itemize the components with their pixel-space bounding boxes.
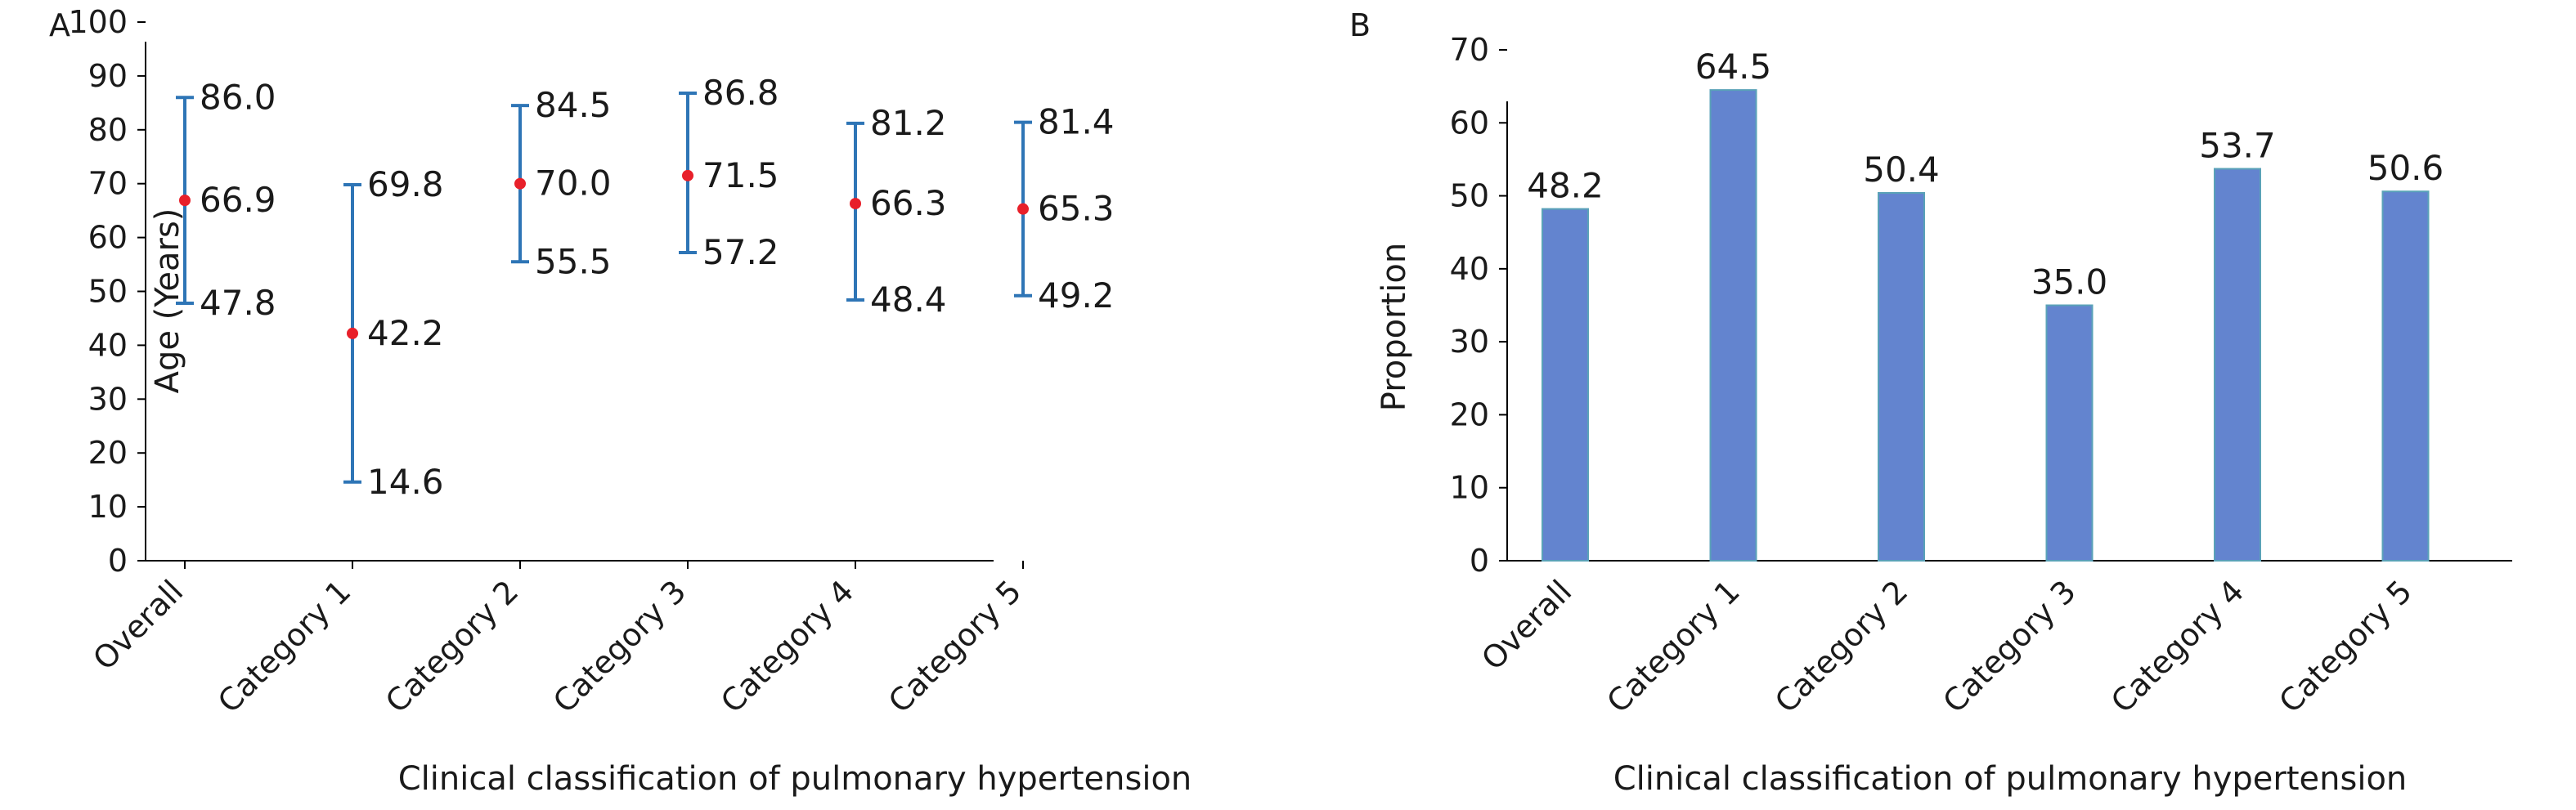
mean-point xyxy=(1017,203,1029,215)
panel-a-y-tick-label: 60 xyxy=(88,220,128,256)
upper-value-label: 84.5 xyxy=(535,85,612,125)
panel-a-category-label: Category 1 xyxy=(211,573,357,719)
mean-point xyxy=(347,327,358,339)
panel-b-y-axis-title: Proportion xyxy=(1376,243,1413,411)
panel-b-y-tick-label: 10 xyxy=(1450,470,1489,506)
panel-a-category-label: Category 4 xyxy=(714,573,860,719)
panel-b-y-tick-label: 70 xyxy=(1450,32,1489,68)
panel-b-y-ticks: 0 10 20 30 40 50 60 70 xyxy=(1450,32,1507,579)
panel-b-category-label: Category 1 xyxy=(1600,573,1746,719)
panel-a-y-tick-label: 40 xyxy=(88,327,128,363)
panel-b-category-label: Category 3 xyxy=(1936,573,2082,719)
panel-a-y-tick-label: 30 xyxy=(88,381,128,417)
mean-value-label: 65.3 xyxy=(1038,189,1115,229)
panel-b-y-tick-label: 20 xyxy=(1450,396,1489,432)
panel-b-x-axis-title: Clinical classification of pulmonary hyp… xyxy=(1613,760,2408,798)
bar-value-label: 53.7 xyxy=(2199,126,2276,166)
panel-a-y-tick-label: 20 xyxy=(88,435,128,471)
panel-a-error-bars: 86.0 66.9 47.8 69.8 42.2 14.6 84.5 70.0 55.5 86.8… xyxy=(176,73,1115,502)
upper-value-label: 69.8 xyxy=(367,164,444,204)
panel-b-category-label: Category 2 xyxy=(1768,573,1914,719)
panel-b-y-tick-label: 0 xyxy=(1470,543,1489,579)
mean-point xyxy=(682,169,693,181)
panel-a-label: A xyxy=(49,7,70,43)
mean-value-label: 42.2 xyxy=(367,313,444,353)
panel-b-bars: 48.2 64.5 50.4 35.0 53.7 50.6 xyxy=(1527,47,2444,562)
panel-b: B 0 10 20 30 40 50 60 70 48.2 64.5 50.4 35.0 53.7 50… xyxy=(1349,7,2512,798)
mean-value-label: 71.5 xyxy=(702,155,779,195)
panel-a-y-tick-label: 80 xyxy=(88,112,128,148)
lower-value-label: 57.2 xyxy=(702,232,779,272)
panel-b-y-tick-label: 40 xyxy=(1450,251,1489,287)
panel-a-y-ticks: 0 10 20 30 40 50 60 70 80 90 100 xyxy=(68,4,146,579)
panel-a-y-tick-label: 90 xyxy=(88,58,128,94)
panel-a-y-axis-title: Age (Years) xyxy=(149,208,186,394)
bar xyxy=(1878,192,1925,562)
mean-value-label: 70.0 xyxy=(535,163,612,204)
lower-value-label: 47.8 xyxy=(200,283,276,323)
upper-value-label: 86.8 xyxy=(702,73,779,113)
panel-a-category-label: Category 3 xyxy=(546,573,693,719)
bar-value-label: 48.2 xyxy=(1527,166,1604,206)
panel-a-y-tick-label: 10 xyxy=(88,489,128,525)
panel-b-y-tick-label: 60 xyxy=(1450,105,1489,141)
panel-a-y-tick-label: 50 xyxy=(88,274,128,310)
panel-a-category-labels: Overall Category 1 Category 2 Category 3 Cat… xyxy=(86,561,1028,720)
bar xyxy=(1709,89,1757,562)
panel-b-label: B xyxy=(1349,7,1371,43)
mean-value-label: 66.9 xyxy=(200,180,276,220)
panel-b-y-tick-label: 30 xyxy=(1450,324,1489,360)
mean-point xyxy=(850,198,861,210)
bar xyxy=(2381,190,2430,562)
upper-value-label: 86.0 xyxy=(200,77,276,117)
panel-a-y-tick-label: 70 xyxy=(88,166,128,202)
panel-a-category-label: Category 2 xyxy=(379,573,525,719)
panel-a-category-label: Category 5 xyxy=(882,573,1028,719)
lower-value-label: 49.2 xyxy=(1038,275,1115,315)
lower-value-label: 55.5 xyxy=(535,241,612,281)
bar-value-label: 50.6 xyxy=(2367,148,2444,188)
panel-a-x-axis-title: Clinical classification of pulmonary hyp… xyxy=(398,760,1192,798)
mean-point xyxy=(514,177,526,190)
panel-a-category-label: Overall xyxy=(86,573,190,677)
mean-value-label: 66.3 xyxy=(870,183,947,223)
bar-value-label: 35.0 xyxy=(2031,262,2108,302)
bar-value-label: 50.4 xyxy=(1863,150,1940,190)
panel-b-category-labels: Overall Category 1 Category 2 Category 3 Cat… xyxy=(1474,573,2419,719)
upper-value-label: 81.4 xyxy=(1038,102,1115,142)
panel-b-y-tick-label: 50 xyxy=(1450,178,1489,214)
lower-value-label: 14.6 xyxy=(367,462,444,502)
bar xyxy=(2214,168,2261,562)
bar-value-label: 64.5 xyxy=(1695,47,1772,87)
panel-a-y-tick-label: 0 xyxy=(108,543,128,579)
upper-value-label: 81.2 xyxy=(870,103,947,143)
bar xyxy=(1542,208,1589,562)
panel-b-category-label: Overall xyxy=(1474,573,1578,677)
panel-b-category-label: Category 5 xyxy=(2272,573,2418,719)
lower-value-label: 48.4 xyxy=(870,280,947,320)
panel-b-category-label: Category 4 xyxy=(2104,573,2251,719)
panel-a-y-tick-label: 100 xyxy=(68,4,128,40)
bar xyxy=(2045,304,2094,562)
mean-point xyxy=(179,195,191,207)
